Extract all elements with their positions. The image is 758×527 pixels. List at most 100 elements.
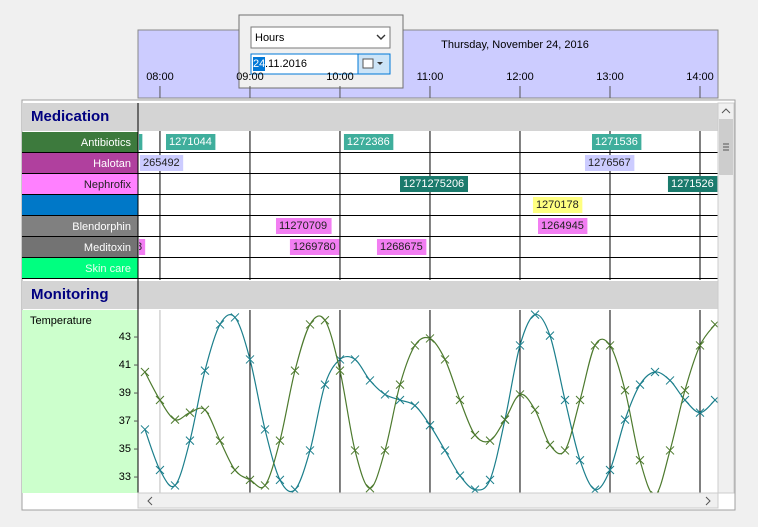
- row-label-bg: [22, 258, 138, 278]
- y-tick-label: 39: [119, 387, 131, 399]
- data-point: [650, 367, 660, 377]
- data-point: [440, 355, 450, 364]
- data-point: [515, 390, 525, 399]
- data-point: [665, 376, 675, 385]
- data-point: [680, 385, 690, 395]
- data-point: [590, 341, 600, 350]
- medication-item-label: 1271526: [671, 178, 714, 190]
- data-point: [140, 425, 150, 434]
- data-point: [200, 405, 210, 415]
- y-tick-label: 41: [119, 359, 131, 371]
- monitoring-header: [22, 281, 718, 309]
- time-tick-label: 13:00: [596, 71, 624, 83]
- medication-item: [584, 155, 635, 171]
- medication-item-label: 1271275206: [403, 178, 464, 190]
- medication-item: [532, 197, 583, 213]
- calendar-arrow: [377, 62, 383, 65]
- row-label-bg: [22, 237, 138, 257]
- medication-item-label: 1270178: [536, 199, 579, 211]
- data-point: [605, 465, 615, 475]
- chart-title: Temperature: [30, 315, 92, 327]
- monitoring-title: Monitoring: [31, 286, 108, 303]
- data-point: [215, 436, 225, 445]
- row-label-bg: [22, 153, 138, 173]
- data-point: [350, 355, 360, 364]
- y-tick-label: 33: [119, 471, 131, 483]
- medication-item: [376, 239, 427, 255]
- medication-item: [400, 176, 469, 192]
- data-point: [260, 425, 270, 434]
- scroll-left[interactable]: [147, 496, 153, 506]
- row-label: Blendorphin: [72, 221, 131, 233]
- data-point: [515, 341, 525, 350]
- data-point: [485, 436, 495, 445]
- data-point: [185, 408, 195, 417]
- data-point: [425, 334, 435, 343]
- data-point: [635, 380, 645, 389]
- data-point: [245, 355, 255, 364]
- data-point: [455, 395, 465, 405]
- data-point: [320, 380, 330, 389]
- chart-axis-panel: [22, 310, 138, 493]
- data-point: [410, 341, 420, 350]
- row-label-bg: [22, 216, 138, 236]
- selection-highlight: [253, 57, 265, 71]
- data-point: [155, 465, 165, 475]
- data-point: [665, 446, 675, 455]
- row-label: Antibiotics: [81, 137, 132, 149]
- data-point: [560, 395, 570, 405]
- data-point: [470, 485, 480, 493]
- data-point: [575, 395, 585, 405]
- scale-value: Hours: [255, 32, 285, 44]
- medication-item-label: 11270709: [279, 220, 327, 232]
- data-point: [140, 367, 150, 377]
- medication-item: [139, 155, 184, 171]
- data-point: [230, 313, 240, 322]
- time-tick-label: 14:00: [686, 71, 714, 83]
- data-point: [290, 485, 300, 493]
- horizontal-scrollbar[interactable]: [137, 492, 719, 509]
- data-point: [305, 320, 315, 329]
- data-point: [695, 408, 705, 417]
- medication-item: [591, 134, 642, 150]
- medication-item-label: 1268675: [380, 241, 423, 253]
- medication-item-label: 1269780: [293, 241, 336, 253]
- data-point: [470, 430, 480, 440]
- data-point: [200, 366, 210, 375]
- medication-item: [165, 134, 216, 150]
- data-point: [185, 436, 195, 445]
- data-point: [320, 315, 330, 325]
- medication-item-label: 1276567: [588, 157, 631, 169]
- medication-item: [537, 218, 588, 234]
- row-label-bg: [22, 174, 138, 194]
- medication-header: [22, 103, 718, 131]
- timeline-header: [137, 29, 719, 99]
- data-point: [275, 475, 285, 485]
- row-label: Skin care: [85, 263, 131, 275]
- medication-item-label: 8: [136, 241, 142, 253]
- scroll-up[interactable]: [721, 108, 731, 114]
- scroll-right[interactable]: [705, 496, 711, 506]
- medication-item-label: 1271536: [595, 136, 638, 148]
- scale-select[interactable]: [250, 26, 391, 49]
- time-tick-label: 10:00: [326, 71, 354, 83]
- time-tick-label: 11:00: [417, 71, 444, 83]
- medication-item-label: 27: [127, 136, 139, 148]
- data-point: [365, 376, 375, 385]
- data-point: [440, 446, 450, 455]
- data-point: [155, 395, 165, 405]
- data-point: [335, 366, 345, 375]
- data-point: [560, 446, 570, 455]
- data-point: [215, 320, 225, 329]
- y-tick-label: 35: [119, 443, 131, 455]
- data-point: [530, 405, 540, 415]
- vertical-scrollbar[interactable]: [717, 102, 735, 494]
- data-point: [545, 331, 555, 340]
- data-point: [170, 481, 180, 490]
- medication-item-label: 265492: [143, 157, 180, 169]
- data-point: [530, 310, 540, 319]
- data-point: [380, 446, 390, 455]
- data-point: [245, 475, 255, 485]
